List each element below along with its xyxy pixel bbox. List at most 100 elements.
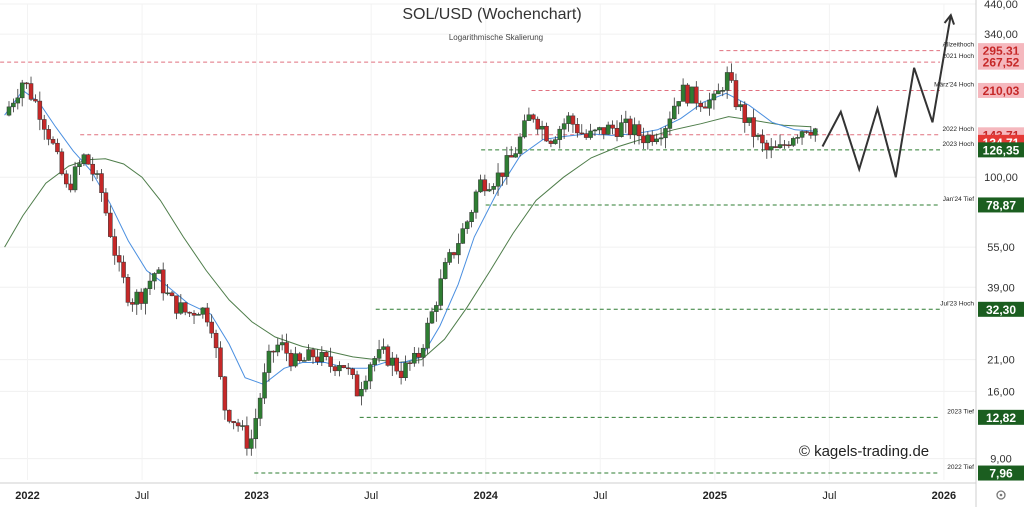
candle-down (174, 295, 179, 314)
candle-up (663, 128, 668, 139)
x-tick-label: Jul (593, 490, 607, 502)
candle-down (187, 311, 192, 314)
candle-down (694, 86, 699, 104)
candle-down (341, 365, 347, 368)
candle-up (319, 352, 325, 363)
candle-up (711, 93, 717, 101)
level-label: Jan'24 Tief (943, 196, 974, 203)
candle-up (504, 155, 510, 177)
candle-up (412, 352, 417, 364)
candle-down (531, 114, 536, 120)
candle-up (262, 372, 267, 399)
price-box (978, 142, 1024, 158)
candle-up (376, 349, 382, 359)
candle-down (64, 173, 69, 185)
y-axis: 440,00 340,00 100,00 55,00 39,00 21,00 16,00 9,… (975, 0, 1018, 507)
price-box (978, 82, 1024, 98)
candle-down (751, 117, 756, 137)
candle-down (112, 236, 117, 256)
candle-up (619, 122, 624, 137)
candle-down (385, 346, 391, 366)
candle-up (390, 357, 395, 366)
candle-up (469, 212, 474, 222)
candle-down (394, 357, 399, 372)
candle-down (764, 142, 770, 151)
candle-up (15, 97, 21, 104)
candle-down (509, 155, 514, 158)
candle-up (196, 314, 201, 316)
candle-up (143, 288, 148, 304)
candle-down (116, 255, 122, 263)
y-tick-label: 21,00 (987, 355, 1015, 367)
candle-down (742, 104, 748, 123)
candle-up (513, 153, 518, 158)
projection-arrowhead (943, 13, 955, 25)
level-label: 2021 Hoch (943, 53, 975, 60)
x-tick-label: 2026 (932, 490, 956, 502)
candle-up (11, 102, 16, 108)
price-box (978, 54, 1024, 70)
candle-up (486, 189, 492, 192)
x-tick-label: 2023 (244, 490, 268, 502)
price-box-label: 295,31 (983, 44, 1020, 58)
ma-slow-line (4, 116, 812, 364)
grid-layer (0, 3, 976, 480)
candle-down (407, 362, 413, 364)
candle-up (94, 173, 100, 175)
candle-up (517, 136, 523, 154)
candle-up (200, 307, 206, 315)
candle-down (271, 350, 276, 353)
candle-up (434, 305, 439, 312)
candle-down (50, 139, 56, 144)
y-tick-label: 440,00 (984, 0, 1018, 11)
price-box-label: 7,96 (989, 467, 1013, 481)
candle-up (456, 243, 461, 256)
x-tick-label: Jul (822, 490, 836, 502)
candle-down (614, 127, 620, 137)
candle-up (592, 129, 598, 132)
candle-down (209, 321, 214, 334)
candle-up (178, 302, 184, 314)
level-label: 2022 Tief (947, 464, 974, 471)
candle-down (702, 106, 708, 109)
candle-up (522, 120, 527, 138)
price-box-label: 267,52 (983, 56, 1020, 70)
level-label: 2023 Tief (947, 408, 974, 415)
chart-subtitle: Logarithmische Skalierung (449, 33, 543, 42)
candle-up (526, 114, 532, 121)
candle-down (37, 100, 43, 120)
settings-icon[interactable] (996, 490, 1006, 500)
candle-up (81, 154, 87, 164)
candle-down (108, 212, 113, 237)
candle-down (345, 367, 351, 370)
candle-down (33, 99, 38, 102)
candle-down (222, 376, 228, 411)
y-tick-label: 16,00 (987, 386, 1015, 398)
candle-up (795, 137, 800, 139)
candle-down (575, 124, 580, 134)
candle-down (782, 144, 787, 146)
candle-down (698, 102, 703, 108)
x-tick-label: Jul (135, 490, 149, 502)
candle-down (138, 291, 144, 304)
candle-down (55, 142, 60, 153)
candle-down (235, 422, 241, 427)
candle-up (597, 127, 602, 131)
projection-layer (821, 13, 955, 178)
candle-down (804, 131, 809, 133)
candle-down (297, 353, 303, 361)
candle-down (231, 421, 236, 424)
level-lines-layer: Allzeithoch 2021 Hoch März'24 Hoch 2022 Hoc… (0, 42, 975, 474)
candle-up (438, 278, 444, 306)
price-box (978, 409, 1024, 425)
candle-down (416, 352, 421, 358)
candle-up (473, 191, 479, 213)
candle-down (205, 307, 210, 323)
candle-down (398, 370, 404, 379)
price-box-label: 12,82 (986, 411, 1016, 425)
candle-down (544, 125, 549, 142)
candle-down (733, 80, 739, 108)
candle-down (315, 356, 320, 363)
candle-down (332, 366, 338, 372)
